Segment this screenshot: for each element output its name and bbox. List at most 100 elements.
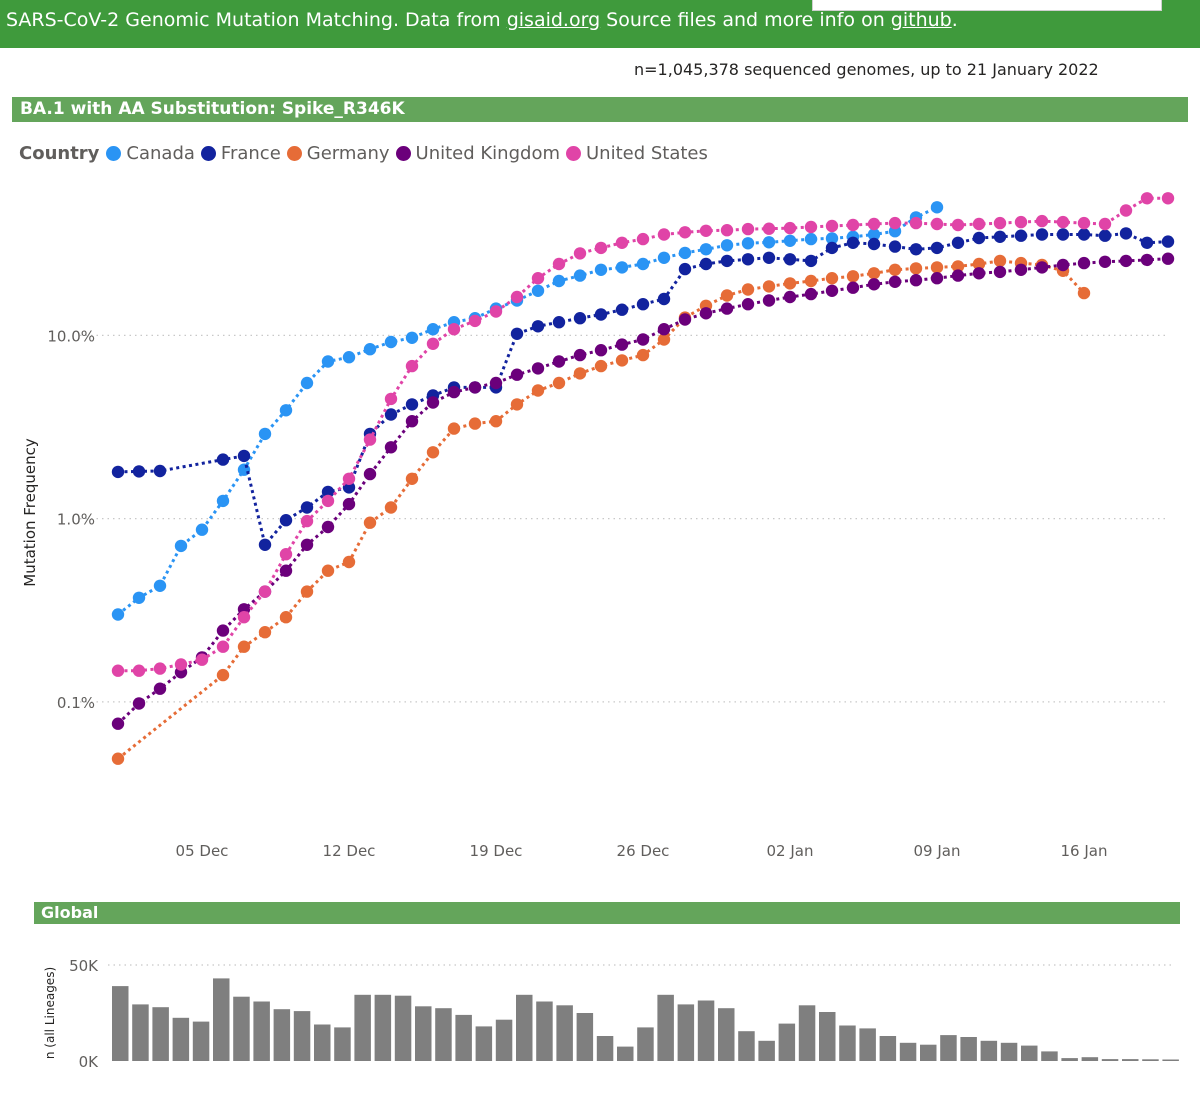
data-point-canada — [531, 284, 545, 297]
data-point-france — [741, 253, 755, 266]
data-point-united-states — [720, 224, 734, 237]
legend-item-canada[interactable]: Canada — [106, 143, 195, 164]
data-point-united-states — [699, 224, 713, 237]
data-point-united-kingdom — [384, 441, 398, 454]
data-point-germany — [657, 333, 671, 346]
legend-item-united-states[interactable]: United States — [566, 143, 708, 164]
data-point-united-kingdom — [342, 497, 356, 511]
title-middle: Source files and more info on — [600, 9, 891, 31]
data-point-france — [405, 398, 419, 411]
data-point-canada — [279, 404, 293, 417]
data-point-france — [531, 320, 545, 333]
legend-dot-france — [200, 145, 216, 161]
data-point-canada — [363, 343, 377, 356]
legend-item-united-kingdom[interactable]: United Kingdom — [395, 143, 560, 164]
data-point-united-kingdom — [657, 323, 671, 336]
data-point-germany — [720, 289, 734, 302]
bar — [516, 994, 533, 1061]
global-bars — [112, 978, 1179, 1061]
data-point-france — [1119, 227, 1133, 240]
bar — [1000, 1042, 1018, 1061]
data-point-united-kingdom — [216, 624, 230, 637]
data-point-united-kingdom — [720, 302, 734, 315]
bar — [556, 1005, 573, 1061]
data-point-united-kingdom — [741, 298, 755, 311]
data-point-united-kingdom — [804, 287, 818, 301]
data-point-france — [930, 241, 944, 255]
data-point-canada — [930, 201, 944, 214]
gisaid-link[interactable]: gisaid.org — [506, 9, 601, 31]
search-box[interactable] — [812, 0, 1162, 11]
data-point-germany — [426, 446, 440, 459]
data-point-united-kingdom — [573, 348, 587, 362]
legend-item-germany[interactable]: Germany — [286, 143, 390, 164]
data-point-canada — [342, 351, 356, 364]
bar — [415, 1006, 432, 1061]
data-point-germany — [762, 280, 776, 293]
data-point-canada — [174, 539, 188, 553]
data-point-united-states — [888, 216, 902, 230]
data-point-united-states — [426, 337, 440, 350]
data-point-united-states — [195, 653, 209, 666]
data-point-canada — [825, 232, 839, 245]
bar-gridlines: 0K 50K — [69, 957, 1172, 1071]
data-point-united-kingdom — [132, 697, 146, 710]
data-point-france — [783, 253, 797, 266]
data-point-united-kingdom — [930, 272, 944, 285]
data-point-united-states — [783, 221, 797, 235]
bar — [718, 1008, 735, 1061]
bar — [293, 1011, 311, 1061]
data-point-united-kingdom — [321, 520, 335, 534]
bar-y-axis-title: n (all Lineages) — [43, 967, 57, 1059]
data-point-united-states — [573, 247, 587, 260]
data-point-canada — [153, 579, 167, 592]
data-point-united-states — [867, 217, 881, 231]
bar — [213, 978, 230, 1061]
chart-title-bar: BA.1 with AA Substitution: Spike_R346K — [12, 97, 1188, 122]
data-point-france — [636, 298, 650, 311]
main-gridlines: 0.1% 1.0% 10.0% — [47, 327, 1168, 712]
data-point-united-states — [657, 228, 671, 241]
bar — [475, 1026, 493, 1061]
data-point-united-kingdom — [909, 274, 923, 287]
bar — [778, 1023, 796, 1061]
data-point-united-states — [909, 216, 923, 230]
data-point-france — [867, 237, 881, 251]
data-point-france — [1056, 228, 1070, 241]
data-point-germany — [951, 260, 965, 273]
legend-dot-united-states — [566, 145, 581, 161]
data-point-france — [657, 292, 671, 306]
legend-item-france[interactable]: France — [200, 142, 281, 164]
data-point-united-kingdom — [972, 267, 986, 280]
data-point-united-kingdom — [447, 385, 461, 399]
data-point-united-states — [111, 664, 125, 677]
bar — [697, 1000, 715, 1061]
data-point-france — [888, 240, 902, 253]
bar — [980, 1040, 998, 1061]
data-point-united-states — [636, 232, 650, 246]
data-point-united-states — [594, 241, 608, 255]
bar — [394, 995, 412, 1061]
data-point-france — [321, 485, 335, 499]
data-point-france — [153, 464, 167, 478]
github-link[interactable]: github — [890, 9, 952, 31]
series-germany — [111, 254, 1091, 765]
data-point-germany — [447, 422, 461, 435]
data-point-france — [111, 465, 125, 479]
data-point-germany — [573, 367, 587, 380]
data-point-united-kingdom — [405, 415, 419, 428]
data-point-united-states — [405, 359, 419, 373]
data-point-france — [1077, 228, 1091, 241]
data-point-france — [762, 251, 776, 264]
data-point-france — [699, 257, 713, 271]
data-point-canada — [195, 523, 209, 536]
data-point-united-states — [510, 290, 524, 304]
data-point-canada — [405, 331, 419, 344]
bar-y-tick-label: 0K — [79, 1053, 100, 1071]
data-point-canada — [657, 251, 671, 264]
legend-label-france: France — [220, 142, 281, 164]
data-point-france — [132, 465, 146, 478]
data-point-germany — [888, 263, 902, 276]
data-point-germany — [321, 564, 335, 577]
data-point-united-kingdom — [300, 538, 314, 551]
